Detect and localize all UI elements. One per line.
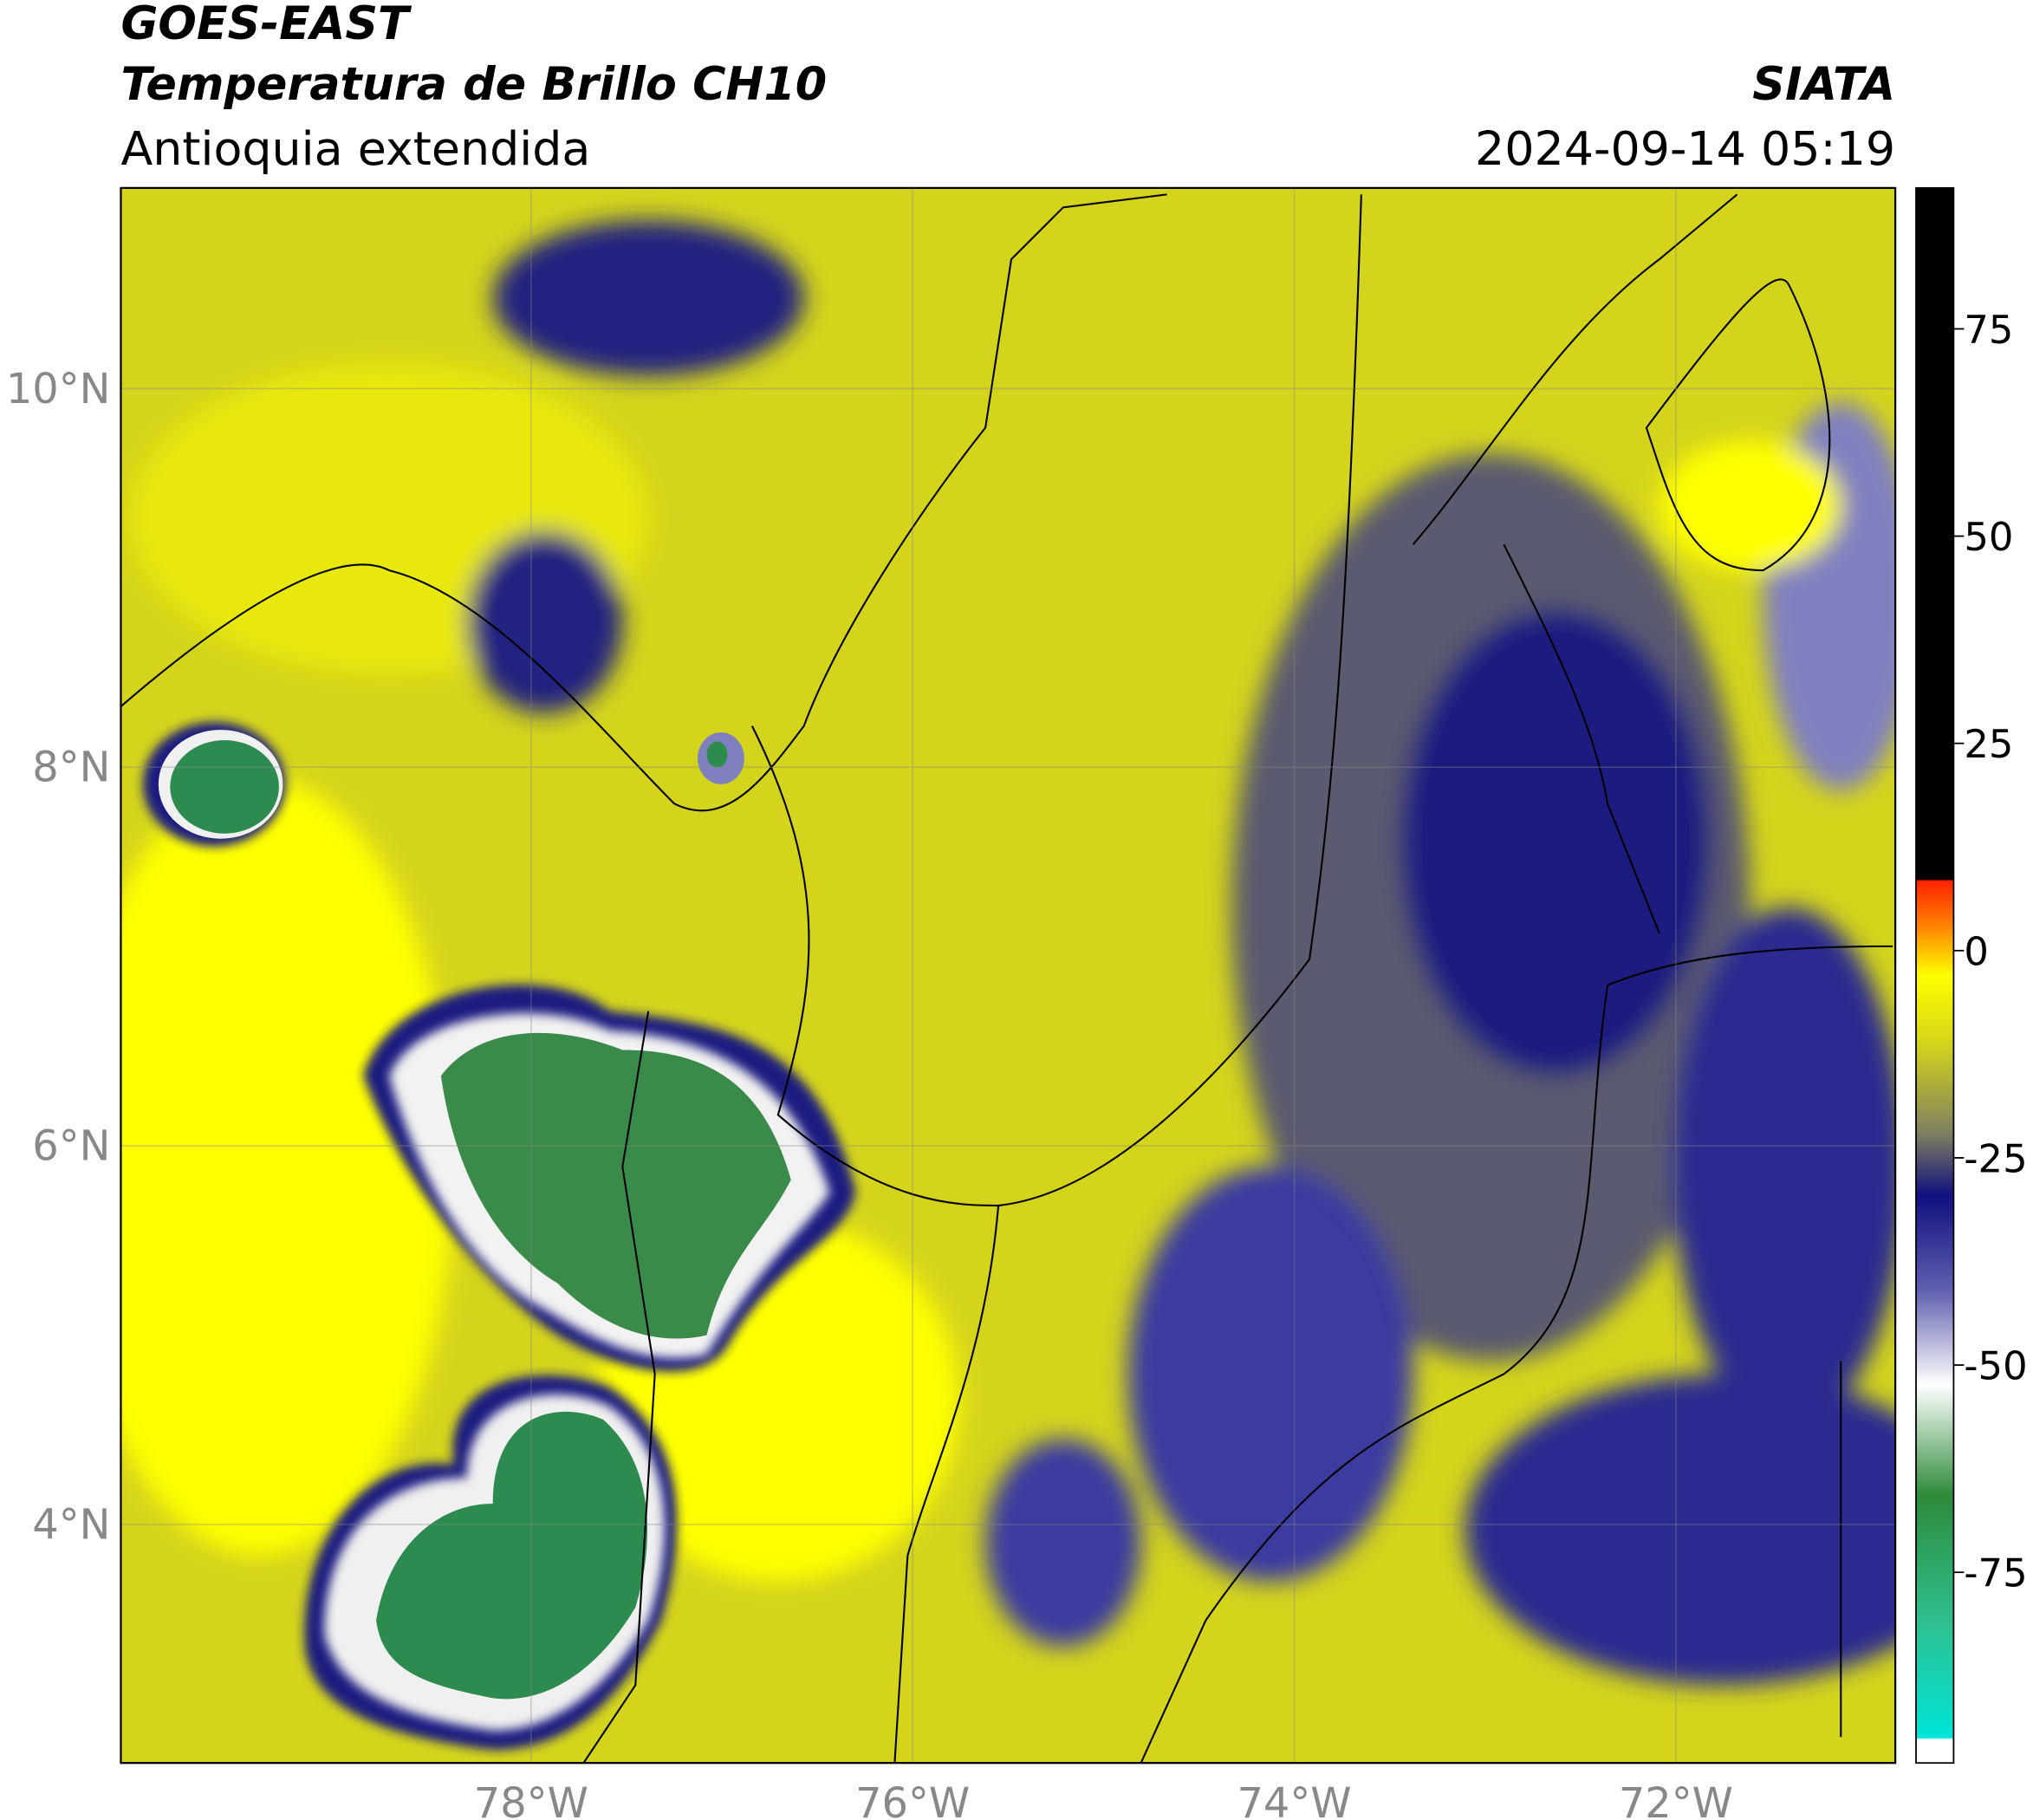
- lon-tick-label: 72°W: [1619, 1780, 1733, 1820]
- map-frame: [120, 186, 1897, 1765]
- satellite-title: GOES-EAST: [120, 0, 412, 50]
- lat-tick-label: 4°N: [32, 1501, 110, 1549]
- colorbar-tick-label: 50: [1964, 514, 2013, 560]
- colorbar-tick-label: 75: [1964, 307, 2013, 353]
- colorbar-tick-label: -50: [1964, 1343, 2027, 1389]
- colorbar-tick-label: 25: [1964, 721, 2013, 767]
- lon-tick-label: 78°W: [474, 1780, 588, 1820]
- borders: [120, 193, 1893, 1764]
- lat-tick-label: 8°N: [32, 744, 110, 792]
- lon-tick-label: 74°W: [1237, 1780, 1351, 1820]
- lat-tick-label: 6°N: [32, 1123, 110, 1171]
- lat-tick-label: 10°N: [6, 366, 111, 413]
- product-title: Temperatura de Brillo CH10: [120, 58, 827, 111]
- lon-tick-label: 76°W: [855, 1780, 970, 1820]
- colorbar-tick-label: -25: [1964, 1135, 2027, 1181]
- colorbar-tick-label: 0: [1964, 928, 1989, 974]
- colorbar: [1915, 186, 1955, 1765]
- datetime-title: 2024-09-14 05:19: [1475, 121, 1895, 176]
- region-title: Antioquia extendida: [120, 121, 590, 176]
- colorbar-tick-label: -75: [1964, 1550, 2027, 1596]
- graticule: [120, 187, 1896, 1764]
- convective-cores: [142, 722, 856, 1751]
- satellite-image: [120, 187, 1896, 1764]
- agency-title: SIATA: [1752, 58, 1895, 111]
